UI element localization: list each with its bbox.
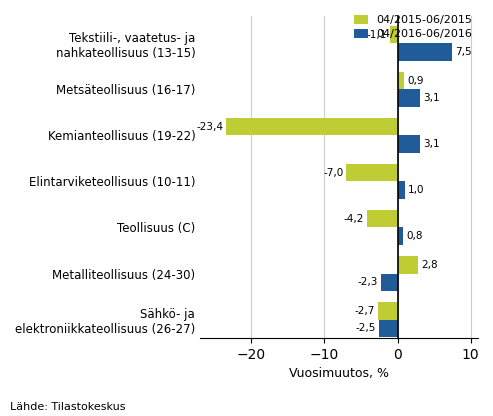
Text: 0,9: 0,9 <box>407 76 423 86</box>
Bar <box>397 181 405 199</box>
Text: 2,8: 2,8 <box>421 260 438 270</box>
Bar <box>381 273 397 291</box>
Bar <box>397 43 453 61</box>
Bar <box>397 136 420 153</box>
Bar <box>397 256 418 273</box>
Text: -1,1: -1,1 <box>366 30 387 40</box>
Text: 0,8: 0,8 <box>406 231 423 241</box>
Legend: 04/2015-06/2015, 04/2016-06/2016: 04/2015-06/2015, 04/2016-06/2016 <box>354 15 472 39</box>
Text: -23,4: -23,4 <box>197 122 223 132</box>
Bar <box>389 26 397 43</box>
Text: -2,3: -2,3 <box>357 277 378 287</box>
Bar <box>397 72 404 89</box>
Text: 3,1: 3,1 <box>423 139 440 149</box>
Text: -2,5: -2,5 <box>356 323 376 333</box>
Text: -2,7: -2,7 <box>354 306 375 316</box>
Text: -7,0: -7,0 <box>323 168 344 178</box>
Text: 3,1: 3,1 <box>423 93 440 103</box>
Text: 7,5: 7,5 <box>456 47 472 57</box>
Text: -4,2: -4,2 <box>344 214 364 224</box>
X-axis label: Vuosimuutos, %: Vuosimuutos, % <box>289 367 389 380</box>
Bar <box>226 118 397 136</box>
Text: Lähde: Tilastokeskus: Lähde: Tilastokeskus <box>10 402 125 412</box>
Bar <box>379 319 397 337</box>
Bar <box>378 302 397 319</box>
Bar <box>397 89 420 107</box>
Bar <box>347 164 397 181</box>
Text: 1,0: 1,0 <box>408 185 424 195</box>
Bar <box>397 228 403 245</box>
Bar <box>367 210 397 228</box>
